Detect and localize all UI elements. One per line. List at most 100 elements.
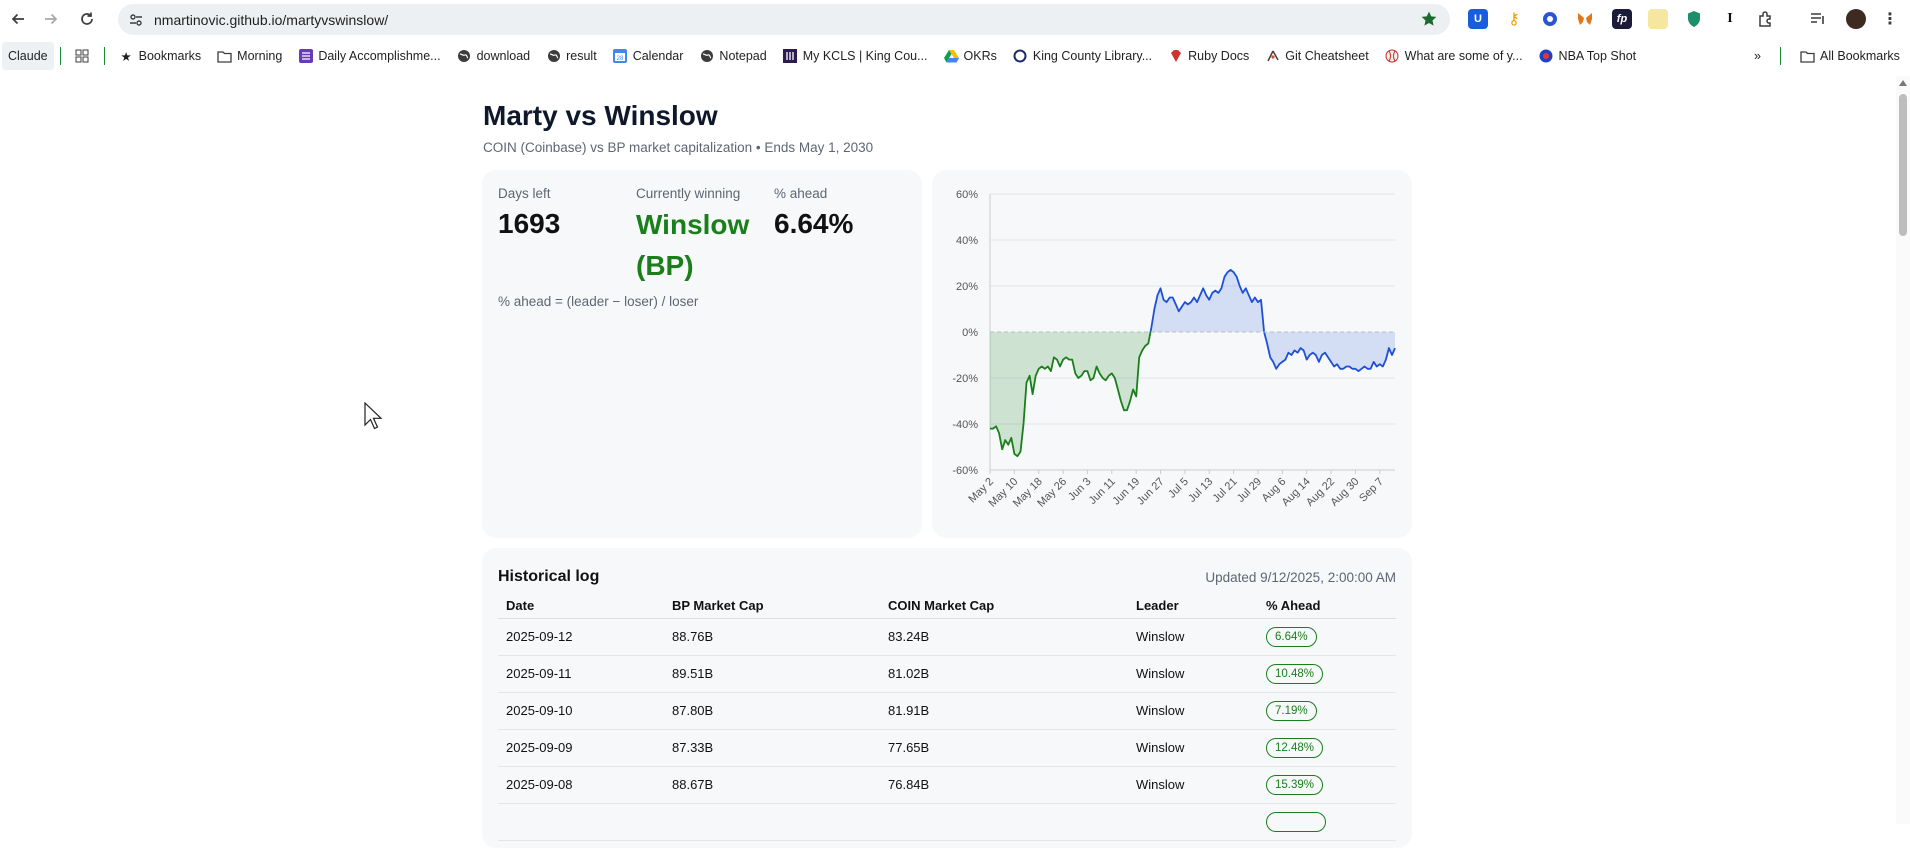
fp-extension-icon[interactable]: fp [1612, 9, 1632, 29]
key-extension-icon[interactable]: ⚷ [1504, 9, 1524, 29]
column-header-coin: COIN Market Cap [880, 594, 1128, 619]
scrollbar-thumb[interactable] [1899, 94, 1907, 236]
column-header-bp: BP Market Cap [664, 594, 880, 619]
cell-bp: 87.33B [664, 729, 880, 767]
cell-date: 2025-09-09 [498, 729, 664, 767]
chart-card: 60% 40% 20% 0% -20% -40% -60% May 2 May 10 May 18… [932, 170, 1412, 538]
bookmark-morning[interactable]: Morning [209, 42, 290, 70]
bookmark-label: Claude [8, 49, 48, 63]
percent-ahead-label: % ahead [774, 186, 828, 201]
cell-ahead: 15.39% [1258, 766, 1396, 804]
shield-extension-icon[interactable] [1684, 9, 1704, 29]
forward-button[interactable] [33, 1, 69, 37]
bookmark-result[interactable]: result [538, 42, 605, 70]
notes-extension-icon[interactable] [1648, 9, 1668, 29]
bitwarden-extension-icon[interactable]: U [1468, 9, 1488, 29]
bookmark-king-county-library[interactable]: King County Library... [1005, 42, 1160, 70]
circle-icon [1013, 49, 1028, 64]
percent-ahead-formula: % ahead = (leader − loser) / loser [498, 294, 699, 309]
back-arrow-icon [11, 13, 24, 25]
bookmark-my-kcls[interactable]: My KCLS | King Cou... [775, 42, 936, 70]
cell-date: 2025-09-10 [498, 692, 664, 730]
cell-ahead: 12.48% [1258, 729, 1396, 767]
separator [1780, 47, 1781, 65]
more-menu-icon[interactable]: ⋮ [1880, 9, 1900, 29]
globe-icon [546, 49, 561, 64]
cell-date [498, 803, 664, 841]
library-icon [783, 49, 798, 64]
folder-icon [217, 49, 232, 64]
cell-coin: 77.65B [880, 729, 1128, 767]
y-tick-label: -60% [952, 465, 978, 477]
svg-text:28: 28 [617, 56, 624, 62]
table-header-row: Date BP Market Cap COIN Market Cap Leade… [498, 594, 1396, 619]
column-header-date: Date [498, 594, 664, 619]
site-info-icon[interactable] [118, 12, 154, 28]
git-icon [1265, 49, 1280, 64]
separator [103, 47, 105, 65]
bookmark-ruby-docs[interactable]: Ruby Docs [1160, 42, 1257, 70]
cell-ahead: 10.48% [1258, 655, 1396, 693]
bookmark-download[interactable]: download [449, 42, 539, 70]
cell-leader: Winslow [1128, 729, 1258, 767]
more-bookmarks-chevron-icon[interactable]: » [1754, 49, 1761, 63]
bookmark-notepad[interactable]: Notepad [691, 42, 774, 70]
profile-avatar[interactable] [1846, 9, 1866, 29]
cell-bp: 89.51B [664, 655, 880, 693]
bookmarks-bar: Claude ★ Bookmarks Morning Daily Accompli… [0, 40, 1910, 72]
reload-button[interactable] [69, 1, 105, 37]
bookmark-label: Bookmarks [138, 49, 202, 63]
table-row [498, 803, 1396, 841]
bookmark-daily-accomplishments[interactable]: Daily Accomplishme... [290, 42, 448, 70]
table-row: 2025-09-09 87.33B 77.65B Winslow 12.48% [498, 729, 1396, 767]
page-title: Marty vs Winslow [483, 100, 718, 131]
metamask-extension-icon[interactable] [1575, 9, 1595, 29]
address-bar[interactable]: nmartinovic.github.io/martyvswinslow/ [118, 4, 1450, 35]
currently-winning-label: Currently winning [636, 186, 741, 201]
bookmark-label: Morning [237, 49, 283, 63]
y-tick-label: 60% [956, 189, 978, 201]
y-tick-label: -20% [952, 373, 978, 385]
bookmark-git-cheatsheet[interactable]: Git Cheatsheet [1257, 42, 1376, 70]
bookmark-label: Daily Accomplishme... [318, 49, 441, 63]
apps-grid-button[interactable] [67, 42, 98, 70]
drive-icon [943, 49, 959, 64]
extensions-puzzle-icon[interactable] [1756, 9, 1776, 29]
y-tick-label: 40% [956, 235, 978, 247]
bookmark-star-icon[interactable] [1420, 10, 1438, 28]
page-subtitle: COIN (Coinbase) vs BP market capitalizat… [483, 140, 874, 155]
media-queue-icon[interactable] [1808, 9, 1828, 29]
forward-arrow-icon [45, 13, 58, 25]
bookmark-bookmarks[interactable]: ★ Bookmarks [111, 42, 210, 70]
bookmark-okrs[interactable]: OKRs [936, 42, 1005, 70]
all-bookmarks-button[interactable]: All Bookmarks [1792, 42, 1908, 70]
baseball-icon [1385, 49, 1400, 64]
cell-ahead [1258, 803, 1396, 841]
bookmark-label: OKRs [963, 49, 997, 63]
table-row: 2025-09-10 87.80B 81.91B Winslow 7.19% [498, 692, 1396, 730]
scroll-up-arrow-icon[interactable] [1899, 80, 1907, 86]
nba-icon [1539, 49, 1554, 64]
back-button[interactable] [0, 1, 36, 37]
cell-date: 2025-09-12 [498, 618, 664, 656]
bookmark-what-are-some[interactable]: What are some of y... [1377, 42, 1531, 70]
cell-date: 2025-09-08 [498, 766, 664, 804]
bookmark-claude[interactable]: Claude [2, 42, 54, 70]
bookmark-label: NBA Top Shot [1558, 49, 1637, 63]
updated-timestamp: Updated 9/12/2025, 2:00:00 AM [1205, 570, 1396, 585]
bookmark-label: download [476, 49, 531, 63]
cell-coin: 81.91B [880, 692, 1128, 730]
bookmark-nba-top-shot[interactable]: NBA Top Shot [1531, 42, 1645, 70]
y-tick-label: 20% [956, 281, 978, 293]
cell-leader: Winslow [1128, 618, 1258, 656]
cell-leader: Winslow [1128, 655, 1258, 693]
circle-extension-icon[interactable] [1540, 9, 1560, 29]
x-tick-label: Jul 21 [1210, 476, 1239, 505]
x-tick-label: Sep 7 [1357, 476, 1386, 505]
table-row: 2025-09-12 88.76B 83.24B Winslow 6.64% [498, 618, 1396, 656]
marty-ahead-area [1150, 269, 1395, 372]
i-extension-icon[interactable]: I [1720, 9, 1740, 29]
url-text[interactable]: nmartinovic.github.io/martyvswinslow/ [154, 11, 389, 28]
scrollbar[interactable] [1896, 76, 1910, 824]
bookmark-calendar[interactable]: 28 Calendar [605, 42, 692, 70]
